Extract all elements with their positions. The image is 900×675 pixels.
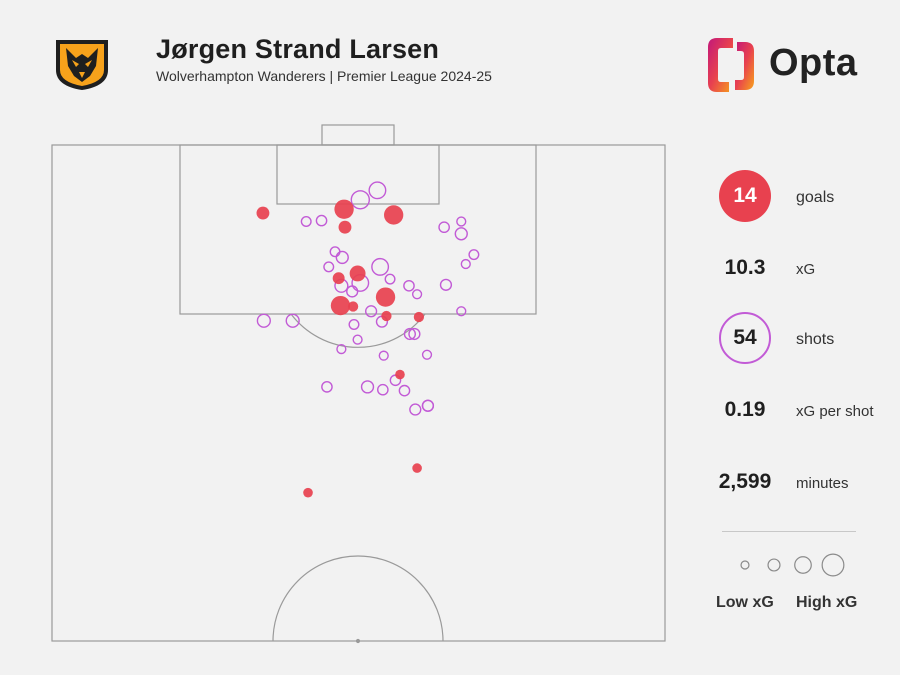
penalty-area [179,144,537,315]
goals-circle-icon [719,170,771,222]
stats-circles [719,170,771,364]
brand-name: Opta [769,42,858,84]
goal-point-1 [334,199,354,219]
shot-point-8 [371,257,390,276]
legend-circle-0 [740,560,750,570]
six-yard-box [276,144,440,205]
goal-point-2 [383,205,404,225]
shot-point-36 [336,343,347,355]
shot-point-16 [346,285,359,298]
shot-point-19 [256,313,271,328]
xg-per-shot-label: xG per shot [796,403,874,420]
shot-point-30 [377,383,389,396]
goal-point-11 [395,369,405,380]
shot-point-4 [438,221,450,234]
shot-point-6 [454,227,468,241]
legend-high-label: High xG [796,594,858,611]
shot-point-18 [456,306,467,317]
shot-point-20 [285,313,300,328]
brand: Opta [707,36,867,96]
shot-point-37 [384,273,396,285]
shot-map [51,124,666,644]
shot-point-24 [408,327,421,341]
centre-circle [272,555,444,642]
shot-point-3 [315,214,328,227]
stats-panel: 14 goals 10.3 xG 54 shots 0.19 xG per sh… [700,160,900,630]
legend-circle-3 [821,553,845,577]
shot-point-5 [456,216,467,227]
opta-logo-icon [708,38,754,92]
wolf-head-badge-icon [56,40,108,90]
goals-value: 14 [733,184,757,207]
goal-point-6 [375,287,396,307]
shot-point-35 [439,278,453,291]
shot-point-31 [398,384,411,397]
goal-point-7 [330,295,351,316]
minutes-label: minutes [796,475,849,492]
goal-point-8 [347,301,359,312]
minutes-value: 2,599 [718,470,772,493]
goal [321,124,395,146]
shot-point-9 [468,249,480,261]
shot-point-34 [421,399,435,412]
goal-point-5 [332,272,345,285]
goal-point-0 [256,206,270,220]
shot-point-2 [300,216,312,228]
shot-point-11 [323,261,335,273]
goal-point-3 [338,220,352,234]
shot-point-25 [352,334,363,345]
goals-label: goals [796,189,835,206]
shot-point-7 [335,250,349,265]
shot-point-22 [348,319,360,331]
shot-point-14 [403,279,415,292]
goal-point-9 [381,310,392,322]
legend-low-label: Low xG [716,594,774,611]
goal-point-10 [413,311,425,323]
xg-value: 10.3 [724,256,766,279]
shots-label: shots [796,331,835,348]
header: Jørgen Strand Larsen Wolverhampton Wande… [0,0,900,110]
shot-point-28 [360,380,375,394]
xg-label: xG [796,261,816,278]
page-title: Jørgen Strand Larsen [156,34,440,64]
legend-circle-1 [767,558,781,572]
shot-point-10 [460,258,471,270]
shot-point-15 [411,289,423,300]
divider [722,531,856,532]
shots-circle-icon [719,312,771,364]
pitch-outline [51,144,666,642]
shots-value: 54 [733,326,757,349]
xg-per-shot-value: 0.19 [724,398,766,421]
shot-point-38 [329,246,341,258]
shot-point-23 [403,327,417,341]
shot-point-1 [350,190,371,210]
goal-point-12 [412,463,422,473]
goal-point-13 [303,487,313,498]
shot-point-26 [378,350,389,361]
goal-point-4 [349,265,366,282]
page-subtitle: Wolverhampton Wanderers | Premier League… [156,68,492,84]
shot-point-39 [421,349,433,360]
shot-point-0 [368,181,387,200]
shot-point-32 [409,403,422,416]
shot-point-17 [364,305,378,318]
centre-spot [355,638,361,644]
shot-point-29 [321,381,333,393]
legend-circle-2 [794,556,812,574]
xg-size-legend [740,553,845,577]
